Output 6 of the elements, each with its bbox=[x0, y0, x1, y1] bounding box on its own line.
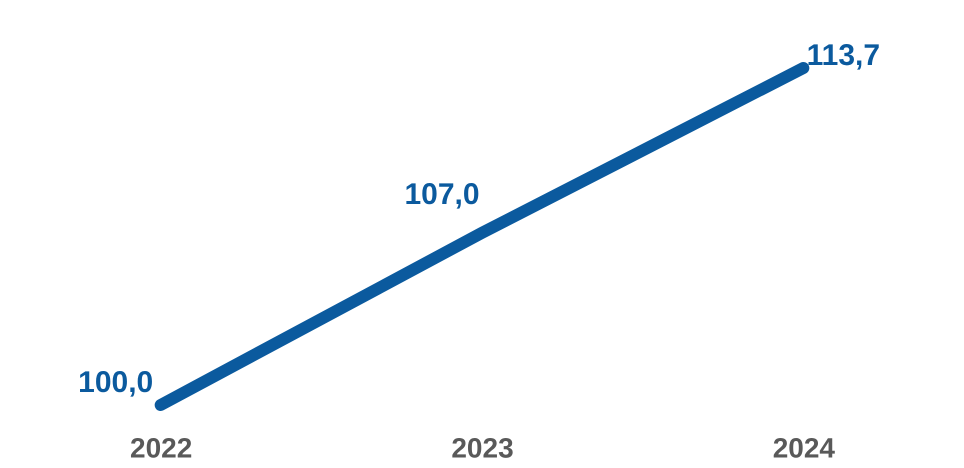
data-label: 113,7 bbox=[806, 39, 880, 72]
data-label: 100,0 bbox=[78, 366, 154, 399]
x-tick-label: 2024 bbox=[772, 432, 836, 464]
x-tick-label: 2022 bbox=[130, 432, 192, 464]
data-label: 107,0 bbox=[404, 178, 480, 211]
x-tick-label: 2023 bbox=[451, 432, 514, 464]
